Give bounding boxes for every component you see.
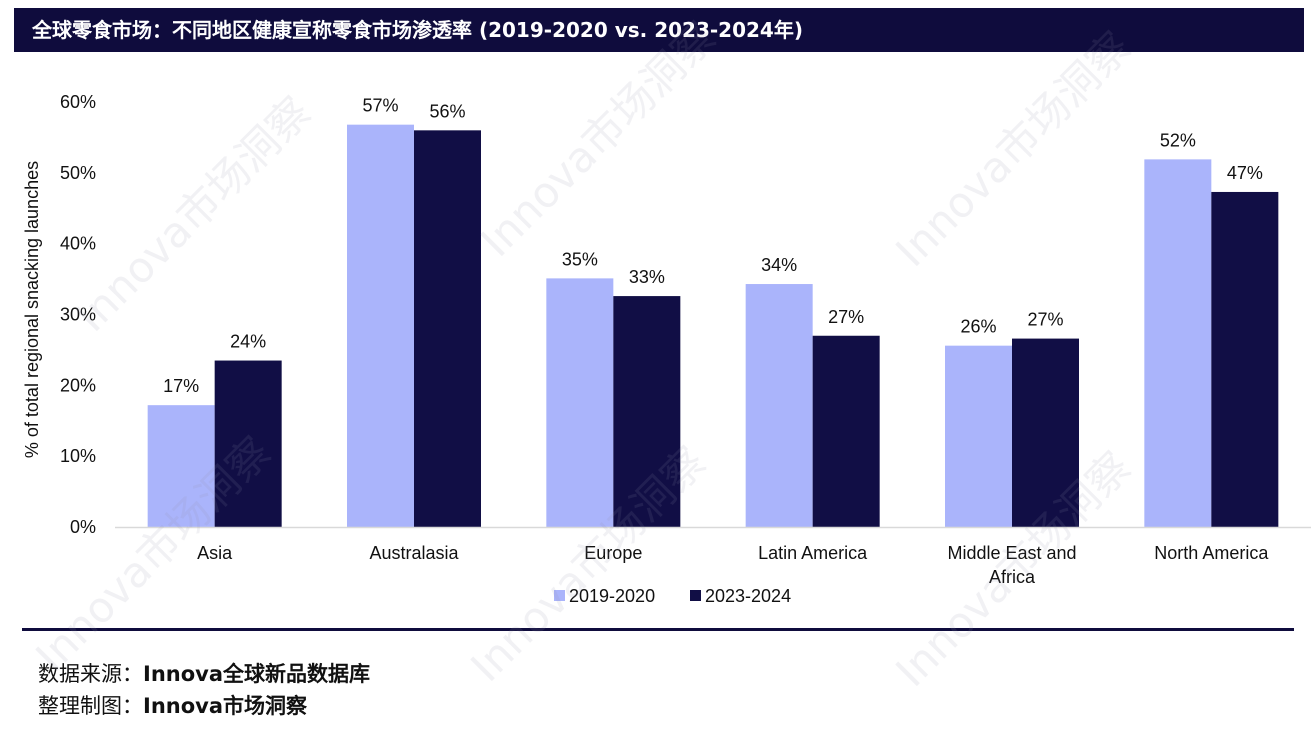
- x-tick-label: Europe: [584, 543, 642, 563]
- bar-2019-2020-2: [546, 278, 614, 527]
- data-label: 52%: [1160, 130, 1196, 150]
- y-tick-label: 60%: [60, 92, 96, 112]
- data-label: 27%: [828, 307, 864, 327]
- x-tick-label: Africa: [989, 567, 1036, 587]
- bar-2019-2020-5: [1144, 159, 1212, 527]
- data-label: 33%: [629, 267, 665, 287]
- bar-2019-2020-1: [347, 124, 414, 528]
- x-tick-label: North America: [1154, 543, 1269, 563]
- data-label: 56%: [429, 101, 465, 121]
- bar-2019-2020-3: [745, 284, 813, 527]
- footer-divider: [22, 628, 1294, 631]
- y-axis-title: % of total regional snacking launches: [22, 161, 42, 458]
- data-label: 27%: [1027, 310, 1063, 330]
- x-tick-label: Australasia: [369, 543, 459, 563]
- footer-source: 数据来源：Innova全球新品数据库: [38, 658, 370, 688]
- bar-2023-2024-5: [1211, 191, 1279, 528]
- legend-swatch-2023-2024: [690, 590, 701, 601]
- bar-2023-2024-4: [1012, 338, 1079, 527]
- legend-swatch-2019-2020: [554, 590, 565, 601]
- data-label: 26%: [960, 317, 996, 337]
- chart-title: 全球零食市场：不同地区健康宣称零食市场渗透率 (2019-2020 vs. 20…: [14, 8, 1304, 52]
- credit-value: Innova市场洞察: [143, 694, 308, 718]
- data-label: 24%: [230, 332, 266, 352]
- y-tick-label: 30%: [60, 305, 96, 325]
- data-label: 17%: [163, 376, 199, 396]
- bar-2019-2020-4: [945, 345, 1012, 527]
- bar-2023-2024-3: [812, 335, 880, 527]
- bar-2023-2024-1: [414, 130, 481, 528]
- bar-2019-2020-0: [147, 405, 215, 527]
- y-tick-label: 0%: [70, 517, 96, 537]
- data-label: 47%: [1227, 163, 1263, 183]
- x-tick-label: Latin America: [758, 543, 868, 563]
- bar-2023-2024-0: [214, 360, 282, 527]
- credit-label: 整理制图：: [38, 694, 143, 718]
- bar-2023-2024-2: [613, 296, 681, 527]
- legend-label: 2019-2020: [569, 586, 655, 606]
- y-tick-label: 40%: [60, 234, 96, 254]
- source-value: Innova全球新品数据库: [143, 662, 371, 686]
- x-tick-label: Asia: [197, 543, 233, 563]
- legend-label: 2023-2024: [705, 586, 791, 606]
- y-tick-label: 20%: [60, 375, 96, 395]
- footer-credit: 整理制图：Innova市场洞察: [38, 690, 307, 720]
- y-tick-label: 50%: [60, 163, 96, 183]
- x-tick-label: Middle East and: [947, 543, 1076, 563]
- y-tick-label: 10%: [60, 446, 96, 466]
- data-label: 35%: [562, 249, 598, 269]
- data-label: 34%: [761, 255, 797, 275]
- data-label: 57%: [362, 96, 398, 116]
- source-label: 数据来源：: [38, 662, 143, 686]
